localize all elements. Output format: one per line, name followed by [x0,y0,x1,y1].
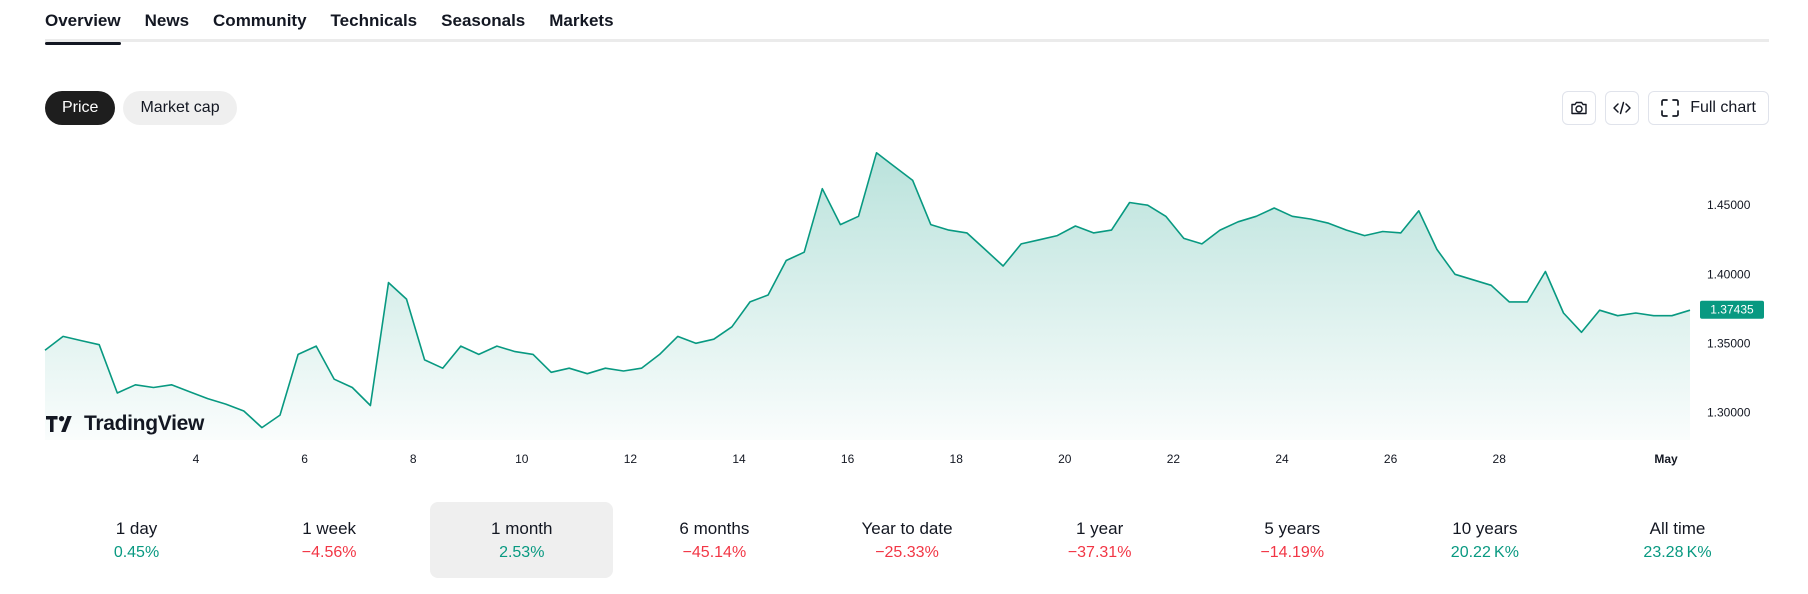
time-axis-label: 22 [1167,452,1181,466]
tab-markets[interactable]: Markets [549,11,614,30]
period-label: Year to date [861,518,953,538]
time-axis-label: 10 [515,452,529,466]
section-tabs: Overview News Community Technicals Seaso… [45,0,1769,45]
period-all-time[interactable]: All time 23.28 K% [1586,502,1769,578]
period-change: −45.14% [682,543,747,561]
tab-community[interactable]: Community [213,11,307,30]
full-chart-label: Full chart [1690,99,1756,116]
time-axis-label: May [1654,452,1678,466]
period-6-months[interactable]: 6 months −45.14% [623,502,806,578]
camera-icon [1571,101,1587,115]
price-line [44,152,1691,429]
period-change: −4.56% [301,543,357,561]
price-toggle-button[interactable]: Price [45,91,116,125]
period-change: 20.22 K% [1450,543,1519,561]
period-label: 6 months [679,518,750,538]
time-axis-label: 8 [410,452,417,466]
period-label: 1 month [491,518,553,538]
price-area-fill [45,152,1690,441]
price-axis-label: 1.30000 [1707,405,1751,419]
period-change: −25.33% [875,543,939,561]
tradingview-logo[interactable]: TradingView [46,412,204,436]
tradingview-logo-text: TradingView [84,412,205,435]
screenshot-button[interactable] [1562,91,1597,125]
tab-overview[interactable]: Overview [45,0,121,45]
period-change: 23.28 K% [1643,543,1712,561]
time-axis-label: 16 [841,452,855,466]
time-axis-label: 4 [193,452,200,466]
market-cap-toggle-button[interactable]: Market cap [123,91,237,125]
period-change: −37.31% [1067,543,1132,561]
period-1-day[interactable]: 1 day 0.45% [45,502,228,578]
time-axis-label: 20 [1058,452,1072,466]
last-price-value: 1.37435 [1710,303,1754,317]
chart-toolbar: Full chart [1562,91,1769,125]
period-label: 1 day [115,518,158,538]
period-change: 2.53% [499,543,545,561]
period-label: 1 week [302,518,357,538]
last-price-tag: 1.37435 [1700,300,1764,319]
time-axis: 4 6 8 10 12 14 16 18 20 22 24 26 28 May [193,452,1678,466]
chart-type-toggle: Price Market cap [45,91,237,125]
period-label: 5 years [1264,518,1321,538]
period-5-years[interactable]: 5 years −14.19% [1201,502,1384,578]
price-axis: 1.30000 1.35000 1.40000 1.45000 [1707,198,1751,419]
period-10-years[interactable]: 10 years 20.22 K% [1393,502,1576,578]
period-1-year[interactable]: 1 year −37.31% [1008,502,1191,578]
period-change: 0.45% [113,543,160,561]
time-axis-label: 6 [301,452,308,466]
time-axis-label: 24 [1275,452,1289,466]
last-price-tag-bg [1700,300,1764,319]
tab-seasonals[interactable]: Seasonals [441,11,526,30]
tab-news[interactable]: News [144,11,190,30]
time-axis-label: 18 [950,452,964,466]
time-axis-label: 12 [624,452,638,466]
price-chart[interactable]: 1.30000 1.35000 1.40000 1.45000 4 6 8 10 12 14 16… [0,140,1808,480]
time-axis-label: 28 [1493,452,1507,466]
price-axis-label: 1.45000 [1707,198,1751,212]
period-label: 1 year [1076,518,1124,538]
price-axis-label: 1.35000 [1707,336,1751,350]
period-label: 10 years [1452,518,1518,538]
period-year-to-date[interactable]: Year to date −25.33% [816,502,999,578]
performance-periods: 1 day 0.45% 1 week −4.56% 1 month 2.53% … [45,502,1769,578]
time-axis-label: 26 [1384,452,1398,466]
full-chart-button[interactable]: Full chart [1648,91,1769,125]
period-1-week[interactable]: 1 week −4.56% [238,502,421,578]
fullscreen-icon [1661,99,1680,117]
period-1-month[interactable]: 1 month 2.53% [430,502,614,578]
code-icon [1613,101,1631,115]
period-change: −14.19% [1260,543,1325,561]
tradingview-logo-icon [46,416,72,432]
price-axis-label: 1.40000 [1707,267,1751,281]
time-axis-label: 14 [732,452,746,466]
tab-technicals[interactable]: Technicals [330,11,418,30]
embed-button[interactable] [1605,91,1640,125]
period-label: All time [1649,518,1706,538]
